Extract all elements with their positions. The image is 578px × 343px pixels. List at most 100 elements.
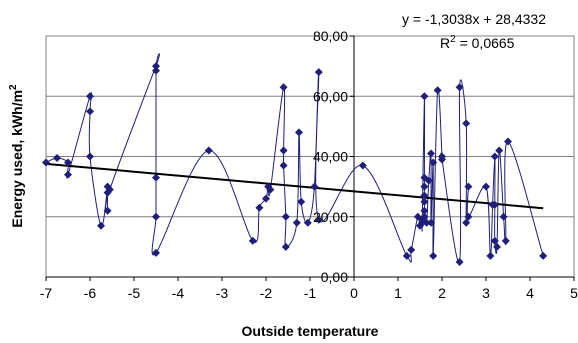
- x-tick-label-6: -1: [304, 285, 317, 301]
- data-point-47: [420, 206, 429, 215]
- x-axis-title: Outside temperature: [242, 323, 379, 339]
- data-point-2: [64, 158, 72, 167]
- data-point-35: [358, 161, 367, 170]
- x-tick-label-1: -6: [84, 285, 97, 301]
- data-point-15: [152, 212, 160, 221]
- y-axis-title: Energy used, kWh/m2: [8, 84, 25, 228]
- x-tick-label-7: 0: [350, 285, 358, 301]
- data-point-6: [86, 152, 94, 161]
- data-point-58: [455, 257, 464, 266]
- data-point-71: [495, 146, 504, 155]
- data-point-68: [490, 200, 499, 209]
- data-point-23: [279, 83, 288, 92]
- data-point-44: [420, 182, 429, 191]
- data-point-33: [314, 68, 323, 77]
- data-point-28: [292, 218, 301, 227]
- data-point-74: [504, 137, 512, 146]
- y-tick-label-2: 40,00: [313, 149, 348, 165]
- data-point-34: [314, 215, 323, 224]
- r2-value: = 0,0665: [456, 35, 515, 51]
- data-point-41: [418, 218, 427, 227]
- data-point-4: [86, 92, 94, 101]
- data-point-13: [152, 66, 160, 75]
- r2-sup: 2: [450, 34, 456, 45]
- data-point-19: [255, 203, 264, 212]
- point-layer: [42, 62, 548, 266]
- data-point-60: [462, 119, 471, 128]
- data-point-27: [281, 242, 290, 251]
- data-point-11: [105, 185, 114, 194]
- x-tick-label-0: -7: [40, 285, 53, 301]
- data-point-72: [499, 212, 508, 221]
- data-point-64: [482, 182, 490, 191]
- data-point-20: [262, 194, 270, 203]
- x-tick-label-4: -3: [216, 285, 229, 301]
- data-point-32: [310, 182, 319, 191]
- data-point-59: [455, 83, 464, 92]
- x-tick-label-10: 3: [482, 285, 490, 301]
- data-point-16: [152, 248, 160, 257]
- data-point-30: [297, 197, 306, 206]
- x-tick-label-5: -2: [260, 285, 273, 301]
- y-axis-title-sup: 2: [8, 84, 19, 90]
- data-point-65: [486, 251, 495, 260]
- data-point-31: [303, 218, 312, 227]
- data-point-36: [402, 251, 411, 260]
- data-point-7: [97, 221, 105, 230]
- data-point-67: [490, 152, 499, 161]
- data-point-55: [433, 86, 442, 95]
- data-point-3: [64, 170, 72, 179]
- data-point-54: [429, 251, 438, 260]
- data-point-48: [420, 212, 429, 221]
- y-tick-label-4: 80,00: [313, 28, 348, 44]
- data-point-46: [420, 197, 429, 206]
- data-point-22: [266, 185, 275, 194]
- y-tick-label-1: 20,00: [313, 209, 348, 225]
- data-point-75: [539, 251, 548, 260]
- trend-layer: [45, 162, 544, 210]
- data-point-53: [429, 158, 438, 167]
- data-point-69: [490, 236, 499, 245]
- x-tick-label-9: 2: [438, 285, 446, 301]
- data-point-62: [464, 182, 473, 191]
- data-point-18: [248, 236, 257, 245]
- data-point-45: [420, 191, 429, 200]
- data-point-52: [427, 218, 435, 227]
- y-axis-title-text: Energy used, kWh/m: [9, 90, 25, 228]
- data-point-63: [464, 212, 473, 221]
- data-point-61: [462, 218, 471, 227]
- data-point-24: [279, 146, 288, 155]
- x-tick-label-2: -5: [128, 285, 141, 301]
- data-point-50: [424, 176, 433, 185]
- data-point-29: [295, 128, 303, 137]
- axis-layer: [45, 35, 575, 281]
- data-point-37: [407, 245, 416, 254]
- label-layer: 0,00 20,00 40,00 60,00 80,00 -7 -6 -5 -4 -3 -2 -1 0 1…: [40, 28, 578, 301]
- data-point-70: [493, 242, 501, 251]
- data-point-26: [281, 212, 290, 221]
- data-point-17: [204, 146, 213, 155]
- x-tick-label-11: 4: [526, 285, 534, 301]
- data-point-1: [53, 154, 61, 163]
- data-point-42: [420, 92, 429, 101]
- y-tick-label-0: 0,00: [321, 269, 348, 285]
- data-point-5: [86, 107, 94, 116]
- data-point-0: [42, 158, 50, 167]
- data-point-12: [152, 62, 160, 71]
- data-point-51: [427, 149, 435, 158]
- data-point-49: [422, 218, 431, 227]
- x-tick-label-3: -4: [172, 285, 185, 301]
- data-point-14: [152, 173, 160, 182]
- r2-label: R: [440, 35, 450, 51]
- data-point-73: [501, 236, 510, 245]
- trendline-equation: y = -1,3038x + 28,4332: [402, 11, 546, 27]
- data-point-25: [279, 161, 288, 170]
- trendline: [45, 162, 544, 210]
- data-point-57: [438, 155, 446, 164]
- x-tick-label-8: 1: [394, 285, 402, 301]
- y-tick-label-3: 60,00: [313, 88, 348, 104]
- trendline-r2: R2 = 0,0665: [440, 34, 515, 51]
- data-point-10: [103, 206, 112, 215]
- x-tick-label-12: 5: [570, 285, 578, 301]
